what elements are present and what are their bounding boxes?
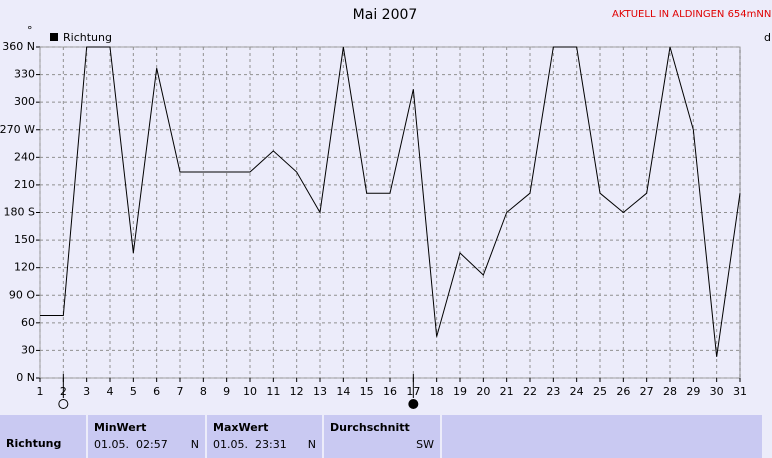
y-tick-label: 0 N bbox=[16, 371, 35, 384]
y-tick-label: 270 W bbox=[0, 123, 35, 136]
x-tick-label: 22 bbox=[523, 385, 537, 398]
col-title: MaxWert bbox=[213, 421, 269, 434]
x-tick-label: 8 bbox=[200, 385, 207, 398]
value: N bbox=[190, 438, 199, 451]
x-tick-label: 28 bbox=[663, 385, 677, 398]
chart-title: Mai 2007 bbox=[353, 7, 418, 23]
date: 01.05. bbox=[94, 438, 129, 451]
y-tick-label: 30 bbox=[21, 343, 35, 356]
x-tick-label: 16 bbox=[383, 385, 397, 398]
x-tick-label: 13 bbox=[313, 385, 327, 398]
max-cell: MaxWert 01.05. 23:31 N bbox=[207, 415, 322, 458]
legend-swatch bbox=[50, 33, 58, 41]
x-tick-label: 5 bbox=[130, 385, 137, 398]
x-tick-label: 6 bbox=[153, 385, 160, 398]
x-tick-label: 25 bbox=[593, 385, 607, 398]
x-tick-label: 29 bbox=[686, 385, 700, 398]
x-unit: d bbox=[764, 31, 771, 44]
x-tick-label: 1 bbox=[37, 385, 44, 398]
col-title: Durchschnitt bbox=[330, 421, 410, 434]
y-tick-label: 300 bbox=[14, 95, 35, 108]
y-tick-label: 60 bbox=[21, 316, 35, 329]
legend-label: Richtung bbox=[63, 31, 112, 44]
series-line bbox=[40, 46, 741, 357]
y-tick-label: 330 bbox=[14, 68, 35, 81]
x-tick-label: 4 bbox=[107, 385, 114, 398]
x-tick-label: 26 bbox=[616, 385, 630, 398]
x-tick-label: 24 bbox=[570, 385, 584, 398]
x-tick-label: 11 bbox=[266, 385, 280, 398]
y-tick-label: 240 bbox=[14, 150, 35, 163]
moon-phase bbox=[58, 399, 69, 409]
min-cell: MinWert 01.05. 02:57 N bbox=[88, 415, 205, 458]
value: N bbox=[307, 438, 316, 451]
x-tick-label: 31 bbox=[733, 385, 747, 398]
x-tick-label: 7 bbox=[177, 385, 184, 398]
x-tick-label: 9 bbox=[223, 385, 230, 398]
x-tick-label: 20 bbox=[476, 385, 490, 398]
moon-phase bbox=[408, 399, 419, 409]
col-title: MinWert bbox=[94, 421, 147, 434]
y-unit: ° bbox=[27, 24, 33, 37]
x-tick-label: 3 bbox=[83, 385, 90, 398]
x-tick-label: 21 bbox=[500, 385, 514, 398]
x-tick-label: 15 bbox=[360, 385, 374, 398]
chart: Mai 2007 AKTUELL IN ALDINGEN 654mNN ° d … bbox=[0, 7, 771, 409]
time: 23:31 bbox=[255, 438, 287, 451]
y-tick-label: 150 bbox=[14, 233, 35, 246]
y-tick-label: 210 bbox=[14, 178, 35, 191]
chart-subtitle: AKTUELL IN ALDINGEN 654mNN bbox=[612, 9, 771, 20]
x-tick-label: 10 bbox=[243, 385, 257, 398]
empty-cell bbox=[442, 415, 762, 458]
x-tick-label: 19 bbox=[453, 385, 467, 398]
x-tick-label: 14 bbox=[336, 385, 350, 398]
x-tick-label: 12 bbox=[290, 385, 304, 398]
x-tick-label: 23 bbox=[546, 385, 560, 398]
time: 02:57 bbox=[136, 438, 168, 451]
x-tick-label: 18 bbox=[430, 385, 444, 398]
y-tick-label: 360 N bbox=[2, 40, 35, 53]
value: SW bbox=[416, 438, 434, 451]
avg-cell: Durchschnitt SW bbox=[324, 415, 440, 458]
y-tick-label: 120 bbox=[14, 261, 35, 274]
y-tick-label: 90 O bbox=[9, 288, 35, 301]
x-tick-label: 30 bbox=[710, 385, 724, 398]
x-tick-label: 27 bbox=[640, 385, 654, 398]
row-label: Richtung bbox=[0, 415, 86, 458]
y-tick-label: 180 S bbox=[4, 206, 35, 219]
date: 01.05. bbox=[213, 438, 248, 451]
